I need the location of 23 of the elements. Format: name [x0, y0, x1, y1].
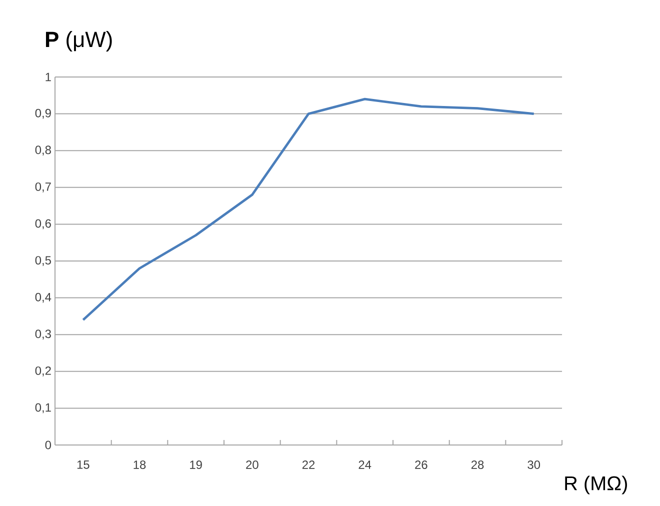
y-axis-title: P (μW)	[46, 31, 112, 52]
y-tick-label: 0,1	[35, 403, 51, 414]
line-series	[82, 98, 536, 322]
y-tick-label: 0,5	[35, 256, 51, 266]
x-tick-label: 20	[246, 460, 258, 469]
x-tick-label: 30	[528, 460, 540, 469]
x-tick-label: 18	[134, 460, 146, 469]
x-tick-label: 24	[358, 460, 372, 469]
y-tick-label: 0,4	[35, 292, 52, 303]
x-tick-label: 15	[77, 460, 90, 469]
y-tick-label: 1	[46, 72, 51, 82]
x-tick-label: 22	[302, 460, 315, 469]
y-tick-label: 0,6	[35, 219, 51, 230]
x-tick-label: 19	[190, 460, 202, 469]
x-axis-title: R (MΩ)	[565, 476, 627, 494]
x-tick-label: 26	[415, 460, 428, 469]
y-tick-label: 0,3	[35, 330, 51, 340]
y-tick-label: 0,2	[35, 366, 51, 376]
y-tick-label: 0,9	[35, 108, 51, 119]
y-tick-label: 0,8	[35, 146, 51, 156]
y-tick-label: 0	[45, 440, 52, 450]
x-tick-label: 28	[471, 460, 484, 469]
y-tick-label: 0,7	[35, 182, 51, 192]
